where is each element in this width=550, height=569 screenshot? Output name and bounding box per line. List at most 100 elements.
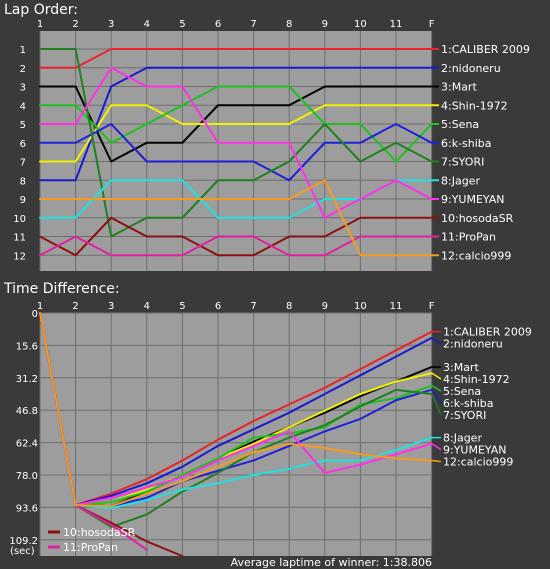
- time-diff-line-12-calcio999: [39, 312, 433, 508]
- lap-order-line-11-propan: [39, 235, 433, 257]
- time-diff-label-6-k-shiba: 6:k-shiba: [443, 397, 494, 410]
- lap-order-series: [39, 48, 433, 257]
- time-diff-y-tick: 62.4: [16, 439, 38, 450]
- lap-order-y-tick: 10: [13, 214, 26, 225]
- lap-order-line-3-mart: [39, 85, 433, 163]
- time-diff-label-12-calcio999: 12:calcio999: [443, 456, 513, 469]
- time-diff-label-leader: [431, 337, 442, 345]
- lap-order-line-5-sena: [39, 85, 433, 163]
- lap-order-line-12-calcio999: [39, 179, 433, 257]
- time-diff-label-leader: [431, 459, 442, 463]
- lap-order-line-6-k-shiba: [39, 123, 433, 182]
- time-diff-label-9-yumeyan: 9:YUMEYAN: [443, 444, 507, 457]
- time-diff-plot-area: [40, 313, 432, 556]
- time-diff-y-tick: 46.8: [16, 406, 38, 417]
- lap-order-y-tick: 5: [20, 120, 26, 131]
- time-diff-legend-11-propan: 11:ProPan: [63, 541, 118, 554]
- time-diff-y-tick: 0: [32, 309, 38, 320]
- lap-order-y-tick: 12: [13, 251, 26, 262]
- time-diff-y-tick: 15.6: [16, 341, 38, 352]
- time-diff-x-tick: 4: [144, 301, 150, 312]
- lap-order-label-11-propan: 11:ProPan: [441, 231, 496, 244]
- lap-order-y-tick: 4: [20, 101, 26, 112]
- time-diff-y-tick: 31.2: [16, 374, 38, 385]
- time-diff-y-unit: (sec): [10, 546, 35, 557]
- time-diff-x-tick: 1: [37, 301, 43, 312]
- lap-order-labels: 1:CALIBER 2009 2:nidoneru 3:Mart 4:Shin-197…: [432, 43, 530, 262]
- time-diff-label-7-syori: 7:SYORI: [443, 409, 486, 422]
- time-diff-label-1-caliber-2009: 1:CALIBER 2009: [443, 326, 532, 339]
- lap-order-x-tick: 2: [72, 19, 78, 30]
- time-diff-y-tick: 109.2: [9, 536, 38, 547]
- lap-order-y-tick: 1: [20, 45, 26, 56]
- lap-order-x-tick: 7: [250, 19, 256, 30]
- lap-order-line-1-caliber-2009: [39, 48, 433, 69]
- time-diff-x-tick: 9: [322, 301, 328, 312]
- lap-order-x-tick: F: [429, 19, 435, 30]
- time-diff-y-tick: 93.6: [16, 503, 38, 514]
- lap-order-x-tick: 3: [108, 19, 114, 30]
- time-diff-x-tick: 7: [250, 301, 256, 312]
- time-diff-series: [39, 312, 433, 557]
- time-diff-line-2-nidoneru: [39, 312, 433, 507]
- lap-order-x-ticks: 1 2 3 4 5 6 7 8 9 10 11 F: [37, 19, 435, 30]
- lap-order-label-3-mart: 3:Mart: [441, 81, 477, 94]
- time-diff-label-8-jager: 8:Jager: [443, 432, 482, 445]
- footer-note: Average laptime of winner: 1:38.806: [231, 556, 432, 569]
- lap-order-label-6-k-shiba: 6:k-shiba: [441, 137, 492, 150]
- lap-order-x-tick: 6: [215, 19, 221, 30]
- time-diff-x-tick: 10: [354, 301, 367, 312]
- lap-order-label-12-calcio999: 12:calcio999: [441, 249, 511, 262]
- lap-order-label-4-shin-1972: 4:Shin-1972: [441, 99, 508, 112]
- time-diff-line-7-syori: [39, 312, 433, 528]
- lap-order-x-tick: 9: [322, 19, 328, 30]
- lap-order-label-5-sena: 5:Sena: [441, 118, 479, 131]
- lap-order-x-tick: 10: [354, 19, 367, 30]
- time-diff-legend-10-hosodasr: 10:hosodaSR: [63, 526, 136, 539]
- time-diff-label-leader: [431, 393, 442, 416]
- time-diff-title: Time Difference:: [3, 281, 120, 297]
- time-diff-line-1-caliber-2009: [39, 312, 433, 507]
- lap-order-label-9-yumeyan: 9:YUMEYAN: [441, 193, 505, 206]
- time-diff-x-tick: 5: [179, 301, 185, 312]
- lap-order-x-tick: 5: [179, 19, 185, 30]
- lap-order-label-2-nidoneru: 2:nidoneru: [441, 62, 501, 75]
- lap-order-x-tick: 4: [144, 19, 150, 30]
- time-diff-label-2-nidoneru: 2:nidoneru: [443, 338, 503, 351]
- lap-order-x-tick: 1: [37, 19, 43, 30]
- time-diff-label-leader: [431, 389, 442, 404]
- time-diff-x-tick: 6: [215, 301, 221, 312]
- lap-order-label-10-hosodasr: 10:hosodaSR: [441, 212, 514, 225]
- time-diff-x-tick: F: [429, 301, 435, 312]
- lap-order-line-4-shin-1972: [39, 104, 433, 163]
- lap-order-y-tick: 6: [20, 139, 26, 150]
- time-diff-x-tick: 8: [286, 301, 292, 312]
- lap-order-y-tick: 9: [20, 195, 26, 206]
- lap-order-line-2-nidoneru: [39, 66, 433, 182]
- lap-order-y-tick: 7: [20, 158, 26, 169]
- lap-order-y-tick: 3: [20, 83, 26, 94]
- time-diff-y-ticks: 0 15.6 31.2 46.8 62.4 78.0 93.6 109.2: [9, 309, 38, 547]
- lap-order-label-1-caliber-2009: 1:CALIBER 2009: [441, 43, 530, 56]
- lap-order-label-7-syori: 7:SYORI: [441, 156, 484, 169]
- lap-order-x-tick: 11: [390, 19, 403, 30]
- time-diff-label-4-shin-1972: 4:Shin-1972: [443, 373, 510, 386]
- lap-order-x-tick: 8: [286, 19, 292, 30]
- time-diff-label-leader: [431, 385, 442, 392]
- lap-order-line-7-syori: [39, 48, 433, 238]
- lap-order-y-tick: 8: [20, 176, 26, 187]
- time-diff-x-tick: 3: [108, 301, 114, 312]
- lap-order-title: Lap Order:: [4, 2, 78, 18]
- time-diff-label-3-mart: 3:Mart: [443, 361, 479, 374]
- time-diff-labels: 10:hosodaSR 11:ProPan 1:CALIBER 20092:nido…: [48, 326, 532, 554]
- lap-order-line-9-yumeyan: [39, 66, 433, 219]
- time-diff-line-9-yumeyan: [39, 312, 433, 507]
- time-diff-y-tick: 78.0: [16, 471, 38, 482]
- time-diff-label-leader: [431, 372, 442, 380]
- time-diff-line-8-jager: [39, 312, 433, 510]
- lap-order-line-10-hosodasr: [39, 216, 433, 257]
- time-diff-x-ticks: 1 2 3 4 5 6 7 8 9 10 11 F: [37, 301, 435, 312]
- lap-order-y-tick: 2: [20, 64, 26, 75]
